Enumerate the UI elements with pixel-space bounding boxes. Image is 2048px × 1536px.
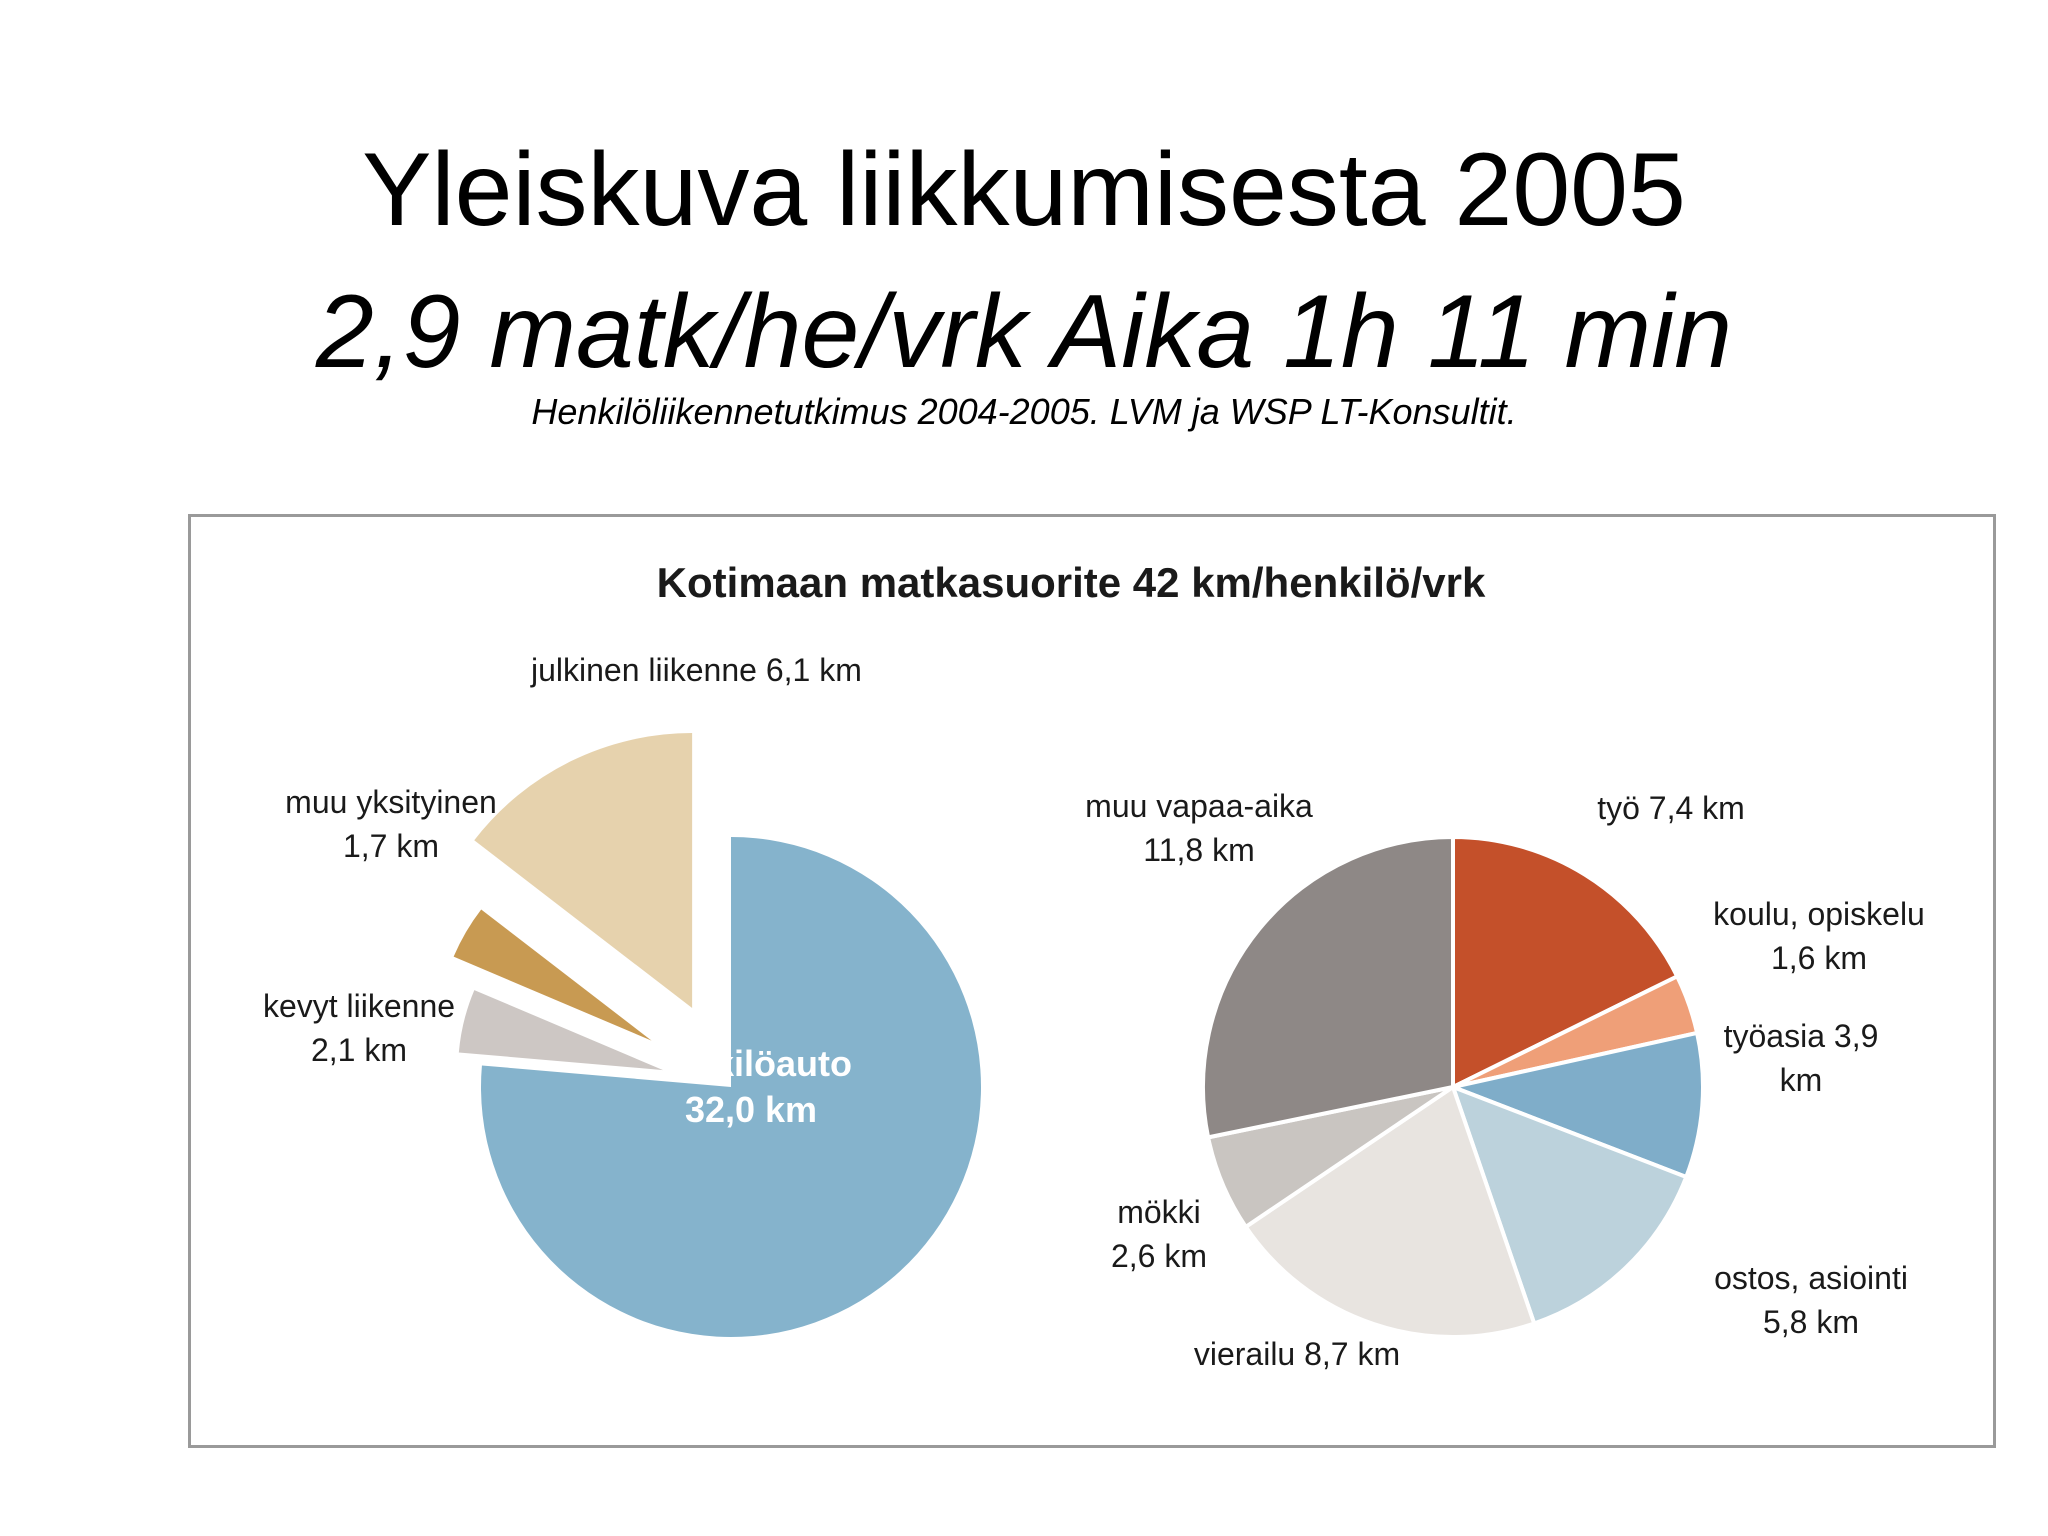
chart-frame: Kotimaan matkasuorite 42 km/henkilö/vrk … xyxy=(188,514,1996,1448)
slice-label-tyoasia: työasia 3,9 km xyxy=(1724,1018,1879,1098)
chart-title: Kotimaan matkasuorite 42 km/henkilö/vrk xyxy=(657,559,1486,606)
slice-label-mokki: mökki 2,6 km xyxy=(1111,1194,1207,1274)
pie-trip-purposes: työ 7,4 km koulu, opiskelu 1,6 km työasia 3… xyxy=(1085,788,1925,1372)
slice-label-julkinen-liikenne: julkinen liikenne 6,1 km xyxy=(530,652,862,688)
pie-slice-julkinen-liikenne xyxy=(474,733,693,1009)
pie-slice-henkiloauto xyxy=(480,837,982,1337)
slice-label-koulu-opiskelu: koulu, opiskelu 1,6 km xyxy=(1713,896,1925,976)
slide-source: Henkilöliikennetutkimus 2004-2005. LVM j… xyxy=(531,391,1517,432)
pie-slice-kevyt-liikenne xyxy=(458,990,664,1071)
pie-slice-vierailu xyxy=(1243,1085,1537,1339)
slide-subtitle: 2,9 matk/he/vrk Aika 1h 11 min xyxy=(315,274,1733,390)
slice-label-muu-yksityinen: muu yksityinen 1,7 km xyxy=(285,784,497,864)
pie-slice-tyo xyxy=(1451,835,1680,1089)
slice-label-tyo: työ 7,4 km xyxy=(1597,790,1745,826)
pie-charts-svg: Kotimaan matkasuorite 42 km/henkilö/vrk … xyxy=(263,559,1925,1372)
pie-slice-muu-yksityinen xyxy=(453,909,652,1041)
pie-slice-tyoasia xyxy=(1451,1030,1705,1180)
slice-label-ostos-asiointi: ostos, asiointi 5,8 km xyxy=(1714,1260,1908,1340)
slide-title: Yleiskuva liikkumisesta 2005 xyxy=(362,132,1686,248)
slice-label-henkiloauto: henkilöauto 32,0 km xyxy=(650,1043,852,1130)
slice-label-vierailu: vierailu 8,7 km xyxy=(1194,1336,1400,1372)
pie-slice-ostos-asiointi xyxy=(1451,1085,1689,1326)
slice-label-kevyt-liikenne: kevyt liikenne 2,1 km xyxy=(263,988,455,1068)
slice-label-muu-vapaa-aika: muu vapaa-aika 11,8 km xyxy=(1085,788,1313,868)
pie-slice-muu-vapaa-aika xyxy=(1201,835,1455,1140)
pie-transport-modes: henkilöauto 32,0 km kevyt liikenne 2,1 km mu… xyxy=(263,652,982,1337)
